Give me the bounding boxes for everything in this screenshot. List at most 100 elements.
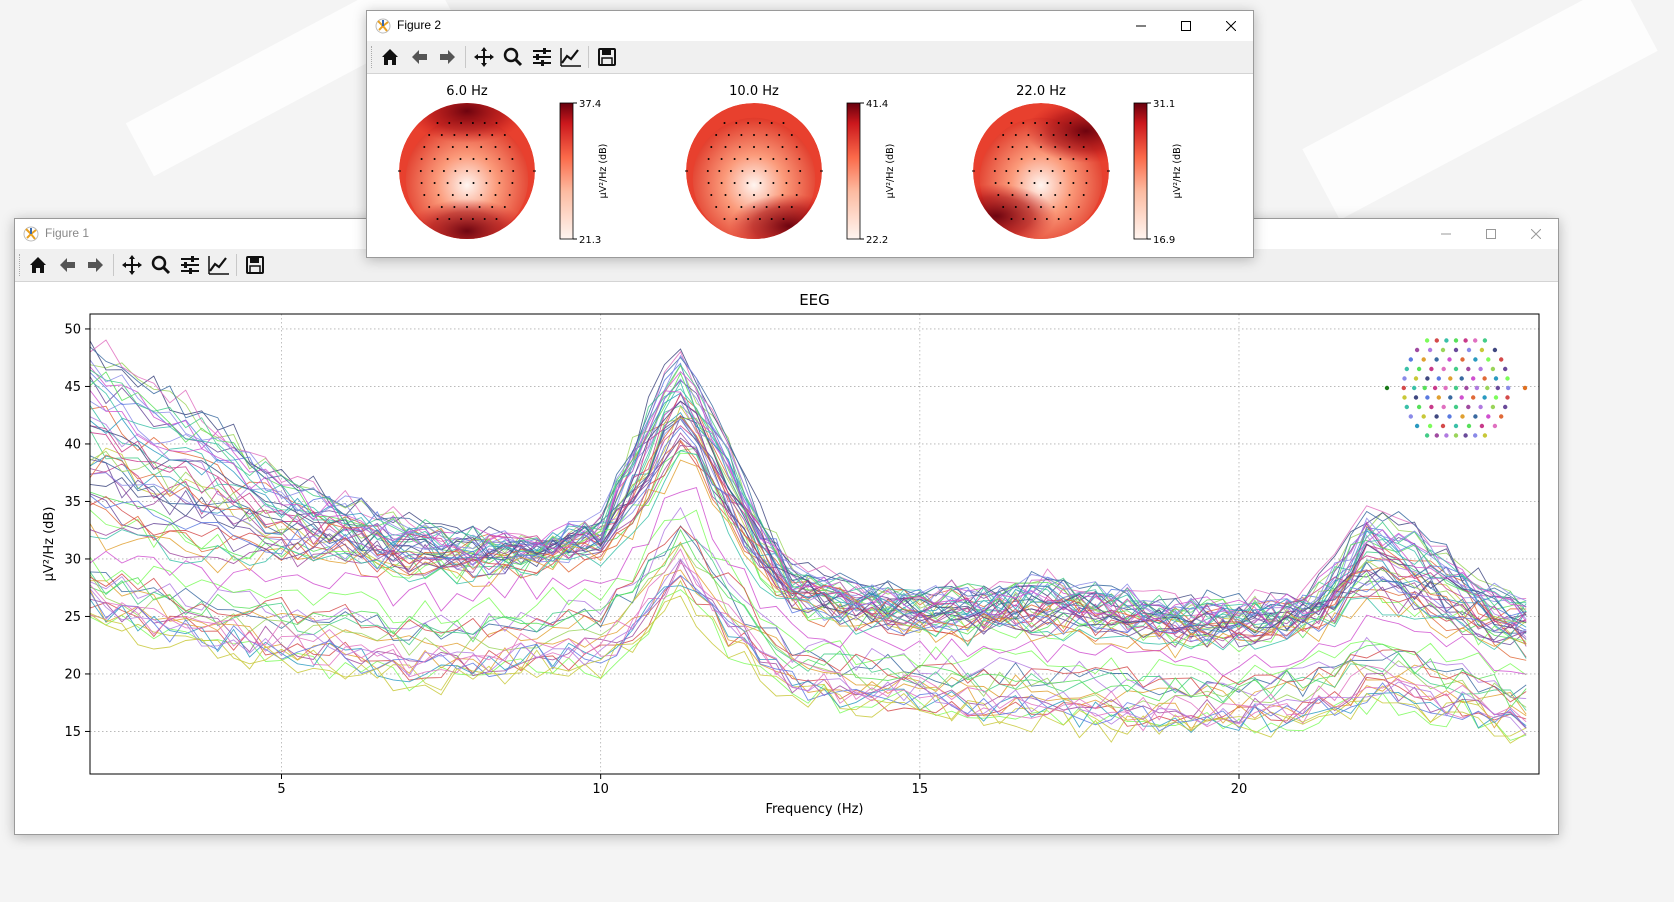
- psd-channel-line: [90, 417, 1527, 633]
- psd-channel-line: [90, 379, 1527, 628]
- colorbar-max-label: 37.4: [579, 99, 601, 110]
- figure1-canvas[interactable]: EEG 5 10 15 20 15 20 25 30 35 40 45 50 Frequency (Hz)…: [15, 282, 1558, 834]
- psd-channel-line: [90, 528, 1527, 709]
- maximize-button[interactable]: [1163, 11, 1208, 41]
- home-button[interactable]: [25, 253, 51, 277]
- sensor-dot: [753, 170, 755, 172]
- forward-button[interactable]: [83, 253, 109, 277]
- sensor-dot: [790, 134, 793, 136]
- sensor-dot: [459, 158, 462, 160]
- sensor-dot: [798, 182, 801, 184]
- sensor-dot: [1434, 433, 1440, 438]
- sensor-dot: [1486, 357, 1491, 362]
- sensor-dot: [436, 218, 439, 220]
- configure-subplots-button[interactable]: [177, 253, 203, 277]
- sensor-dot: [735, 218, 738, 220]
- figure2-toolbar: [367, 41, 1253, 74]
- maximize-button[interactable]: [1468, 219, 1513, 249]
- sensor-dot: [1007, 158, 1010, 160]
- sensor-dot: [1014, 206, 1017, 208]
- psd-chart[interactable]: EEG 5 10 15 20 15 20 25 30 35 40 45 50 Frequency (Hz)…: [15, 282, 1556, 832]
- sensor-dot: [1069, 122, 1072, 124]
- sensor-dot: [1474, 385, 1480, 391]
- sensor-dot: [798, 158, 801, 160]
- sensor-dot: [724, 194, 727, 196]
- topomap: 10.0 Hz 41.4 22.2 µV²/Hz (dB): [685, 84, 896, 246]
- sensor-dot: [1028, 170, 1031, 172]
- sensor-dot: [772, 182, 775, 184]
- sensor-dot: [993, 170, 996, 172]
- close-button[interactable]: [1208, 11, 1253, 41]
- sensor-dot: [419, 170, 422, 172]
- toolbar-grip[interactable]: [19, 254, 22, 276]
- pan-button[interactable]: [119, 253, 145, 277]
- sensor-dot: [1034, 218, 1037, 220]
- y-tick-label: 25: [64, 610, 81, 625]
- topomap-figure[interactable]: 6.0 Hz 37.4 21.3 µV²/Hz (dB) 10.0 Hz 41.4 22.2…: [367, 74, 1251, 256]
- colorbar-label: µV²/Hz (dB): [598, 144, 609, 199]
- sensor-dot: [1059, 182, 1062, 184]
- figure2-window: Figure 2 6.0 Hz 37.4 21.3 µV²/Hz (dB) 10.0 H…: [366, 10, 1254, 258]
- sensor-dot: [1068, 146, 1071, 148]
- edit-axis-button[interactable]: [206, 253, 232, 277]
- sensor-dot: [508, 194, 511, 196]
- home-button[interactable]: [377, 45, 403, 69]
- sensor-dot: [1421, 357, 1426, 362]
- sensor-dot: [495, 218, 498, 220]
- sensor-dot: [770, 122, 773, 124]
- figure2-titlebar[interactable]: Figure 2: [367, 11, 1253, 41]
- y-axis-label: µV²/Hz (dB): [42, 507, 57, 582]
- zoom-button[interactable]: [148, 253, 174, 277]
- psd-channel-line: [90, 525, 1527, 703]
- psd-channel-line: [90, 548, 1527, 723]
- edit-axis-button[interactable]: [558, 45, 584, 69]
- sensor-dot: [1436, 376, 1442, 381]
- save-icon: [598, 48, 616, 66]
- pan-button[interactable]: [471, 45, 497, 69]
- back-button[interactable]: [406, 45, 432, 69]
- sensor-dot: [1077, 134, 1080, 136]
- back-button[interactable]: [54, 253, 80, 277]
- y-tick-label: 35: [64, 495, 81, 510]
- minimize-button[interactable]: [1118, 11, 1163, 41]
- sensor-dot: [1427, 423, 1433, 429]
- sensor-dot: [1082, 146, 1085, 148]
- sensor-dot: [1408, 414, 1414, 419]
- colorbar-label: µV²/Hz (dB): [1172, 144, 1183, 199]
- psd-channel-line: [90, 585, 1527, 734]
- sensor-dot: [994, 158, 997, 160]
- sensor-dot: [781, 194, 784, 196]
- save-button[interactable]: [242, 253, 268, 277]
- x-tick-label: 5: [277, 782, 285, 797]
- sensor-dot: [1401, 385, 1407, 391]
- sensor-dot: [1466, 347, 1472, 353]
- save-button[interactable]: [594, 45, 620, 69]
- sensor-dot: [765, 206, 768, 208]
- sensor-dot: [437, 146, 440, 148]
- sensor-dot: [759, 158, 762, 160]
- figure2-canvas[interactable]: 6.0 Hz 37.4 21.3 µV²/Hz (dB) 10.0 Hz 41.4 22.2…: [367, 74, 1253, 257]
- sensor-dot: [483, 218, 486, 220]
- sensor-dot: [1059, 158, 1062, 160]
- zoom-button[interactable]: [500, 45, 526, 69]
- sensor-dot: [1011, 146, 1014, 148]
- sensor-dot: [1453, 366, 1459, 372]
- toolbar-grip[interactable]: [371, 46, 374, 68]
- sensor-dot: [1441, 404, 1446, 410]
- close-button[interactable]: [1513, 219, 1558, 249]
- sensor-dot: [1010, 122, 1013, 124]
- x-tick-label: 20: [1231, 782, 1248, 797]
- forward-button[interactable]: [435, 45, 461, 69]
- sensor-dot: [428, 134, 431, 136]
- sensor-dot: [1022, 218, 1025, 220]
- minimize-button[interactable]: [1423, 219, 1468, 249]
- psd-channel-line: [90, 445, 1527, 649]
- sensor-dot: [1448, 395, 1453, 400]
- zoom-icon: [151, 255, 171, 275]
- sensor-dot: [795, 194, 798, 196]
- sensor-dot: [1466, 404, 1471, 410]
- sensor-dot: [1027, 134, 1030, 136]
- sensor-dot: [1429, 366, 1434, 372]
- configure-subplots-button[interactable]: [529, 45, 555, 69]
- psd-channel-line: [90, 589, 1527, 741]
